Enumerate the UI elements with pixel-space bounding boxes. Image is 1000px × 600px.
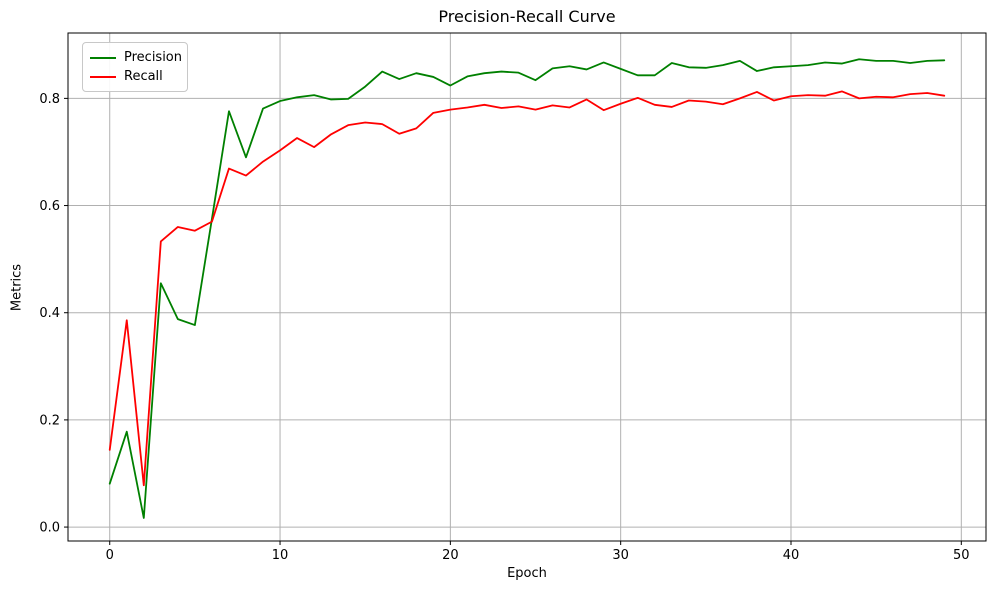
legend: Precision Recall <box>82 42 188 92</box>
chart-title: Precision-Recall Curve <box>438 7 616 26</box>
y-tick-label: 0.2 <box>39 413 60 428</box>
legend-label-recall: Recall <box>124 69 163 84</box>
x-tick-label: 20 <box>442 548 459 563</box>
axes-spines <box>67 32 987 542</box>
y-tick-label: 0.6 <box>39 199 60 214</box>
y-axis-label: Metrics <box>9 263 25 312</box>
legend-label-precision: Precision <box>124 50 183 65</box>
x-tick-label: 10 <box>272 548 289 563</box>
recall-line <box>108 90 946 487</box>
x-tick-label: 0 <box>106 548 114 563</box>
x-axis-label: Epoch <box>507 566 547 581</box>
y-tick-label: 0.8 <box>39 92 60 107</box>
x-tick-label: 30 <box>612 548 629 563</box>
y-tick-label: 0.4 <box>39 306 60 321</box>
x-tick-label: 50 <box>953 548 970 563</box>
precision-line-swatch <box>90 56 116 59</box>
legend-item-recall: Recall <box>90 67 179 86</box>
x-tick-label: 40 <box>783 548 800 563</box>
recall-line-swatch <box>90 75 116 78</box>
precision-line <box>108 58 946 519</box>
y-tick-label: 0.0 <box>39 521 60 536</box>
legend-item-precision: Precision <box>90 48 183 67</box>
